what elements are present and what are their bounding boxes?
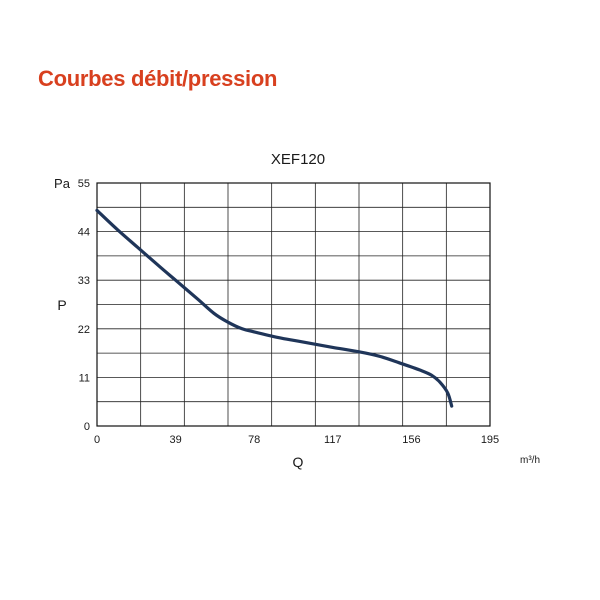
tick-labels: 0 39 78 117 156 195 0 11 22 33 44 55 xyxy=(78,178,499,446)
x-axis-label: Q xyxy=(293,454,304,470)
grid xyxy=(96,182,491,427)
y-tick-label: 11 xyxy=(79,372,90,384)
x-tick-label: 0 xyxy=(94,434,100,446)
y-tick-label: 22 xyxy=(78,324,90,336)
chart-title: XEF120 xyxy=(271,151,325,168)
x-tick-label: 156 xyxy=(402,434,420,446)
y-axis-label: P xyxy=(57,297,66,313)
x-unit-label: m³/h xyxy=(520,455,540,466)
y-tick-label: 55 xyxy=(78,178,90,190)
x-tick-label: 39 xyxy=(169,434,181,446)
x-tick-label: 78 xyxy=(248,434,260,446)
series-layer xyxy=(95,208,454,408)
x-tick-label: 117 xyxy=(324,434,342,446)
y-tick-label: 0 xyxy=(84,421,90,433)
series-line xyxy=(95,208,454,408)
plot-frame xyxy=(96,182,491,427)
x-tick-label: 195 xyxy=(481,434,499,446)
y-tick-label: 33 xyxy=(78,275,90,287)
page-heading: Courbes débit/pression xyxy=(38,66,278,91)
y-tick-label: 44 xyxy=(78,227,90,239)
y-unit-label: Pa xyxy=(54,176,71,191)
